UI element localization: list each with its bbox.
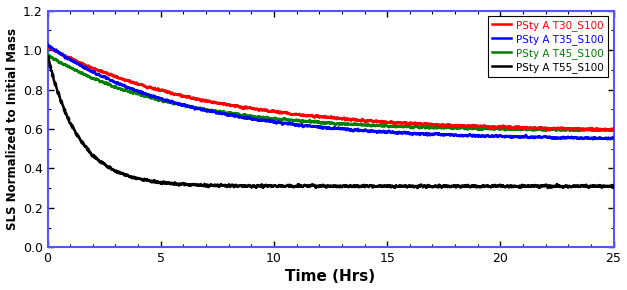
Line: PSty A T55_S100: PSty A T55_S100 <box>48 57 613 188</box>
PSty A T55_S100 <box>44 55 51 58</box>
PSty A T30_S100 <box>261 108 268 112</box>
PSty A T55_S100 <box>599 185 606 189</box>
PSty A T45_S100 <box>261 115 268 119</box>
PSty A T30_S100 <box>108 73 116 77</box>
X-axis label: Time (Hrs): Time (Hrs) <box>285 269 376 284</box>
Line: PSty A T45_S100: PSty A T45_S100 <box>48 55 613 131</box>
PSty A T35_S100 <box>538 136 545 139</box>
PSty A T55_S100 <box>413 186 421 190</box>
Legend: PSty A T30_S100, PSty A T35_S100, PSty A T45_S100, PSty A T55_S100: PSty A T30_S100, PSty A T35_S100, PSty A… <box>488 16 608 77</box>
PSty A T30_S100 <box>538 126 545 130</box>
PSty A T45_S100 <box>285 119 293 122</box>
PSty A T45_S100 <box>108 85 116 88</box>
PSty A T30_S100 <box>142 85 149 88</box>
PSty A T45_S100 <box>575 129 582 133</box>
Y-axis label: SLS Normalized to Initial Mass: SLS Normalized to Initial Mass <box>6 28 19 230</box>
PSty A T35_S100 <box>44 43 51 46</box>
PSty A T30_S100 <box>285 112 293 115</box>
PSty A T55_S100 <box>609 186 617 189</box>
PSty A T30_S100 <box>609 127 617 130</box>
PSty A T55_S100 <box>142 177 149 181</box>
PSty A T55_S100 <box>261 184 268 187</box>
PSty A T35_S100 <box>589 138 597 141</box>
PSty A T45_S100 <box>538 128 545 132</box>
PSty A T30_S100 <box>599 128 606 131</box>
PSty A T35_S100 <box>261 119 268 122</box>
PSty A T35_S100 <box>142 92 149 95</box>
PSty A T30_S100 <box>44 45 51 48</box>
PSty A T35_S100 <box>285 122 293 125</box>
PSty A T45_S100 <box>44 54 51 57</box>
PSty A T45_S100 <box>599 128 606 132</box>
PSty A T35_S100 <box>108 78 116 82</box>
Line: PSty A T35_S100: PSty A T35_S100 <box>48 44 613 139</box>
PSty A T45_S100 <box>142 95 150 99</box>
PSty A T45_S100 <box>45 53 52 57</box>
PSty A T45_S100 <box>609 128 617 131</box>
PSty A T30_S100 <box>598 129 606 132</box>
PSty A T35_S100 <box>599 137 606 140</box>
PSty A T55_S100 <box>285 184 293 188</box>
PSty A T35_S100 <box>609 137 617 140</box>
PSty A T55_S100 <box>538 184 545 188</box>
PSty A T55_S100 <box>108 168 116 171</box>
Line: PSty A T30_S100: PSty A T30_S100 <box>48 46 613 130</box>
